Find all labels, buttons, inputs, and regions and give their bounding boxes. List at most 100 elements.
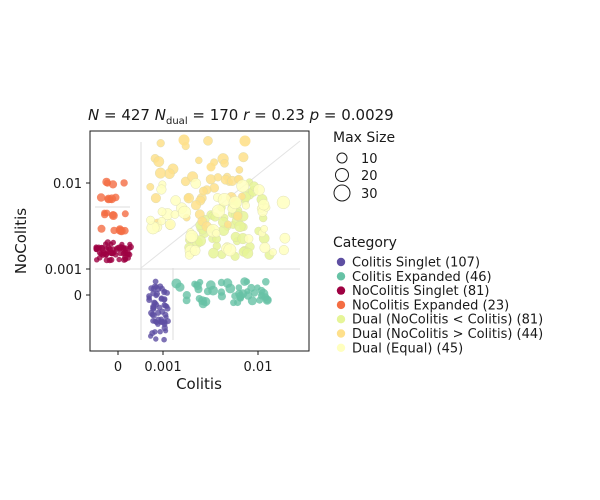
legend-label-0: Colitis Singlet (107) [352, 256, 480, 271]
x-tick-label-2: 0.01 [244, 360, 273, 375]
point-0-59 [150, 312, 157, 319]
point-1-42 [236, 294, 245, 302]
point-6-42 [236, 179, 250, 193]
legend-swatch-0 [336, 257, 346, 267]
point-1-26 [247, 296, 257, 306]
point-0-36 [152, 329, 158, 335]
point-2-55 [127, 241, 133, 247]
point-0-46 [152, 318, 158, 325]
point-1-43 [196, 278, 204, 286]
point-1-13 [206, 280, 216, 290]
point-0-41 [146, 293, 153, 299]
point-1-3 [235, 284, 243, 291]
point-6-32 [253, 184, 265, 196]
point-6-41 [164, 219, 176, 230]
point-2-56 [116, 256, 122, 263]
point-6-11 [185, 230, 198, 243]
point-1-35 [182, 291, 191, 300]
point-6-44 [146, 215, 155, 225]
point-0-34 [148, 333, 154, 339]
point-0-39 [161, 324, 168, 332]
point-1-19 [240, 277, 249, 286]
point-6-23 [241, 201, 250, 210]
point-1-30 [230, 299, 237, 307]
point-6-21 [223, 243, 237, 257]
point-6-38 [228, 196, 242, 210]
point-0-50 [161, 297, 167, 303]
point-0-27 [164, 290, 171, 296]
point-2-30 [117, 250, 124, 257]
point-0-31 [161, 336, 167, 343]
point-2-54 [98, 245, 106, 252]
point-6-40 [212, 229, 221, 238]
point-0-58 [153, 336, 159, 342]
legend-label-4: Dual (NoColitis < Colitis) (81) [352, 313, 543, 328]
point-0-57 [151, 283, 159, 290]
point-3-15 [115, 226, 124, 235]
point-6-6 [278, 245, 289, 256]
point-0-37 [161, 302, 168, 308]
point-1-24 [201, 297, 211, 307]
point-6-26 [189, 245, 201, 256]
point-outlier-2 [206, 162, 216, 172]
point-5-3 [238, 192, 246, 201]
point-6-5 [276, 195, 291, 210]
point-6-37 [190, 178, 202, 189]
point-1-18 [222, 278, 233, 288]
point-6-36 [244, 234, 254, 244]
point-2-47 [94, 257, 100, 263]
point-5-30 [195, 156, 203, 165]
legend-label-6: Dual (Equal) (45) [352, 341, 463, 356]
point-0-56 [150, 305, 157, 312]
point-1-12 [262, 278, 270, 286]
point-6-43 [258, 199, 270, 211]
point-3-6 [121, 210, 129, 218]
x-axis-title: Colitis [176, 375, 222, 393]
point-6-28 [217, 193, 232, 207]
point-6-39 [170, 195, 181, 206]
legend-label-5: Dual (NoColitis > Colitis) (44) [352, 327, 543, 342]
x-tick-label-0: 0 [114, 360, 122, 375]
point-5-7 [156, 139, 165, 148]
title-n-value: 427 [121, 106, 150, 124]
point-4-57 [242, 247, 254, 259]
legend-label-1: Colitis Expanded (46) [352, 270, 492, 285]
size-legend-label-30: 30 [361, 187, 378, 202]
point-0-49 [159, 308, 166, 315]
point-2-58 [100, 252, 106, 258]
point-5-29 [154, 167, 166, 179]
title-p-value: 0.0029 [341, 106, 394, 124]
size-legend-symbol-10 [336, 152, 348, 164]
point-3-21 [101, 210, 109, 219]
point-6-17 [211, 204, 226, 218]
y-axis-title: NoColitis [12, 208, 30, 274]
legend-label-3: NoColitis Expanded (23) [352, 298, 509, 313]
point-6-35 [178, 205, 192, 219]
point-1-39 [257, 286, 266, 295]
point-1-23 [256, 296, 264, 304]
point-outlier-1 [239, 135, 251, 147]
title-ndual-label: N [155, 106, 166, 124]
size-legend-symbol-20 [335, 168, 349, 182]
point-6-25 [157, 217, 166, 226]
point-3-17 [96, 193, 106, 202]
point-5-41 [146, 182, 155, 191]
legend-swatch-6 [336, 343, 346, 352]
legend-swatch-3 [336, 300, 346, 310]
point-0-55 [159, 319, 166, 326]
point-5-17 [232, 211, 243, 221]
legend-swatch-2 [336, 286, 346, 295]
point-1-45 [171, 278, 182, 289]
point-1-29 [217, 278, 226, 287]
point-5-16 [203, 135, 213, 146]
legend-swatch-5 [336, 329, 346, 338]
size-legend-title: Max Size [333, 130, 395, 146]
point-2-52 [117, 246, 123, 252]
point-outlier-0 [178, 134, 190, 146]
y-tick-label-1: 0.001 [45, 263, 82, 278]
point-2-34 [93, 244, 99, 250]
chart-title: N = 427 Ndual = 170 r = 0.23 p = 0.0029 [88, 106, 394, 127]
y-tick-label-0: 0.01 [53, 177, 82, 192]
point-6-34 [260, 225, 268, 233]
